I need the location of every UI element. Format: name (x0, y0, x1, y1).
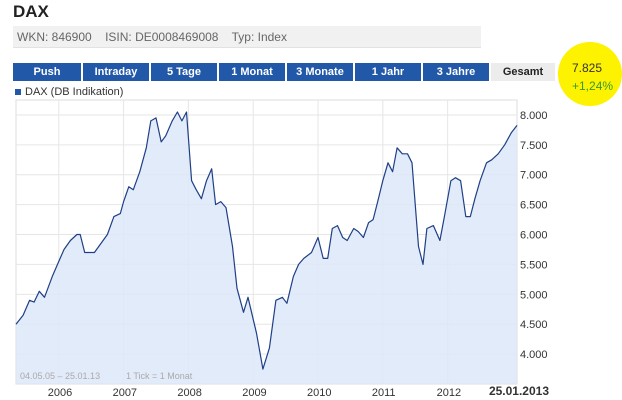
type-label: Typ: Index (231, 30, 287, 44)
y-tick-label: 4.500 (520, 319, 548, 331)
series-area (16, 112, 517, 384)
chart-legend: DAX (DB Indikation) (15, 86, 123, 98)
date-range-label: 04.05.05 – 25.01.13 (20, 371, 100, 381)
tab-3-monate[interactable]: 3 Monate (287, 63, 353, 81)
tab-intraday[interactable]: Intraday (83, 63, 149, 81)
tab-1-jahr[interactable]: 1 Jahr (355, 63, 421, 81)
y-axis-ticks: 8.000 7.500 7.000 6.500 6.000 5.500 5.000 4.500… (520, 110, 548, 361)
timeframe-tabs: Push Intraday 5 Tage 1 Monat 3 Monate 1 … (13, 63, 557, 81)
tick-info-label: 1 Tick = 1 Monat (126, 371, 193, 381)
x-tick-label: 2009 (242, 387, 266, 399)
y-tick-label: 8.000 (520, 110, 548, 122)
y-tick-label: 7.000 (520, 170, 548, 182)
quote-badge: 7.825 +1,24% (558, 42, 622, 106)
isin-label: ISIN: DE0008469008 (105, 30, 219, 44)
tab-gesamt[interactable]: Gesamt (491, 63, 555, 81)
tab-push[interactable]: Push (13, 63, 81, 81)
y-tick-label: 6.000 (520, 230, 548, 242)
y-tick-label: 5.500 (520, 259, 548, 271)
y-tick-label: 4.000 (520, 349, 548, 361)
quote-change: +1,24% (572, 79, 614, 93)
x-tick-label: 2007 (113, 387, 137, 399)
x-tick-label: 2008 (177, 387, 201, 399)
x-tick-label: 2011 (372, 387, 396, 399)
y-tick-label: 5.000 (520, 289, 548, 301)
tab-3-jahre[interactable]: 3 Jahre (423, 63, 489, 81)
quote-price: 7.825 (572, 61, 603, 75)
tab-1-monat[interactable]: 1 Monat (219, 63, 285, 81)
x-tick-label: 2012 (437, 387, 461, 399)
page-title: DAX (13, 2, 49, 21)
wkn-label: WKN: 846900 (17, 30, 92, 44)
legend-label: DAX (DB Indikation) (25, 86, 124, 98)
legend-swatch (15, 89, 21, 95)
security-info-bar: WKN: 846900 ISIN: DE0008469008 Typ: Inde… (13, 26, 481, 48)
series-line (15, 111, 518, 370)
y-tick-label: 7.500 (520, 140, 548, 152)
tab-5-tage[interactable]: 5 Tage (151, 63, 217, 81)
x-axis-ticks: 2006 2007 2008 2009 2010 2011 2012 (48, 387, 461, 399)
y-tick-label: 6.500 (520, 200, 548, 212)
end-date-label: 25.01.2013 (489, 384, 549, 398)
x-tick-label: 2010 (307, 387, 331, 399)
x-tick-label: 2006 (48, 387, 72, 399)
